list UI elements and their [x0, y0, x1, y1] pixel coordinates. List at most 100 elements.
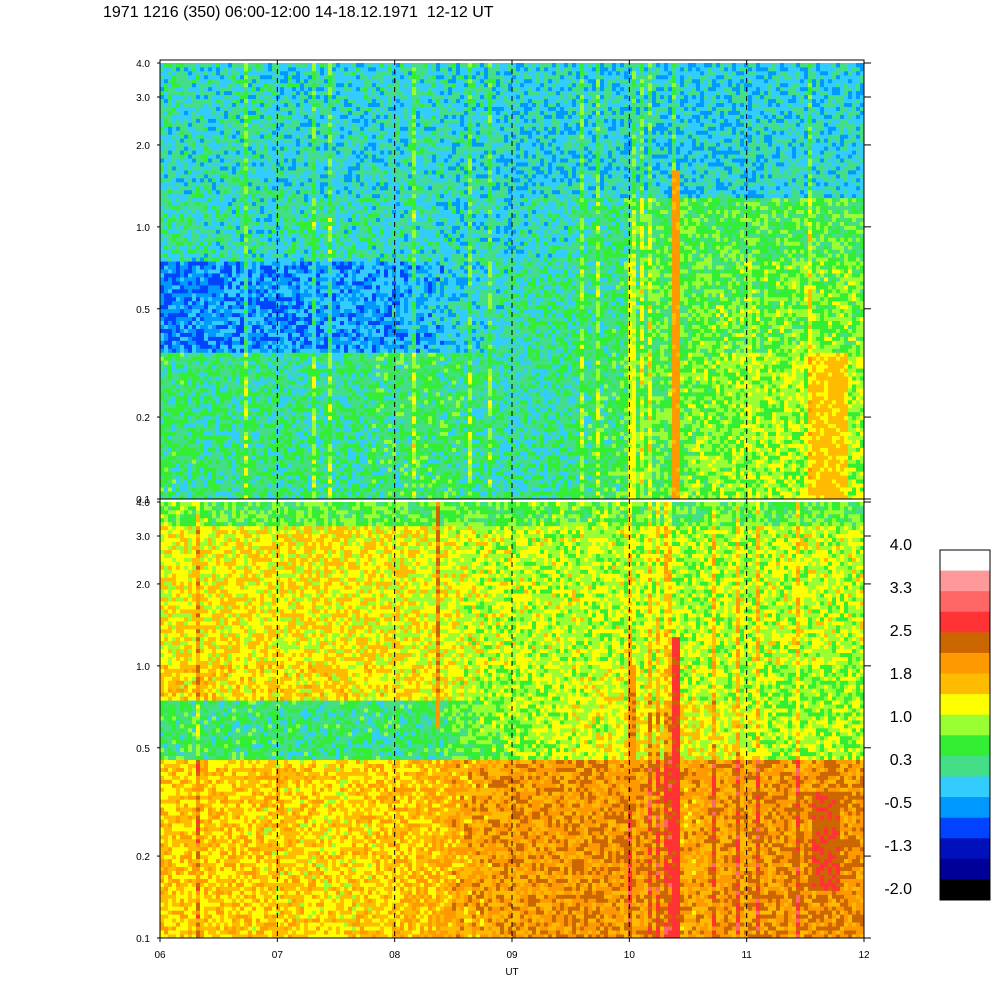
heatmap-cell [172, 210, 176, 214]
heatmap-cell [292, 174, 296, 178]
heatmap-cell [264, 95, 268, 99]
heatmap-cell [220, 162, 224, 166]
heatmap-cell [292, 432, 296, 436]
heatmap-cell [248, 336, 252, 340]
heatmap-cell [288, 118, 292, 122]
heatmap-cell [260, 340, 264, 344]
heatmap-cell [304, 416, 308, 420]
heatmap-cell [212, 245, 216, 249]
heatmap-cell [300, 146, 304, 150]
heatmap-cell [256, 471, 260, 475]
heatmap-cell [196, 380, 200, 384]
heatmap-cell [164, 257, 168, 261]
heatmap-cell [244, 408, 248, 412]
heatmap-cell [196, 475, 200, 479]
heatmap-cell [292, 440, 296, 444]
heatmap-cell [308, 313, 312, 317]
heatmap-cell [172, 313, 176, 317]
heatmap-cell [256, 380, 260, 384]
heatmap-cell [304, 111, 308, 115]
heatmap-cell [160, 99, 164, 103]
heatmap-cell [224, 158, 228, 162]
heatmap-cell [192, 384, 196, 388]
heatmap-cell [172, 162, 176, 166]
heatmap-cell [164, 447, 168, 451]
heatmap-cell [176, 198, 180, 202]
heatmap-cell [272, 99, 276, 103]
heatmap-cell [304, 134, 308, 138]
heatmap-cell [248, 352, 252, 356]
heatmap-cell [192, 126, 196, 130]
heatmap-cell [216, 388, 220, 392]
heatmap-cell [300, 372, 304, 376]
heatmap-cell [256, 317, 260, 321]
heatmap-cell [232, 182, 236, 186]
heatmap-cell [204, 289, 208, 293]
heatmap-cell [284, 111, 288, 115]
heatmap-cell [256, 491, 260, 495]
heatmap-cell [292, 154, 296, 158]
heatmap-cell [280, 400, 284, 404]
heatmap-cell [212, 79, 216, 83]
heatmap-cell [264, 170, 268, 174]
heatmap-cell [296, 329, 300, 333]
heatmap-cell [164, 463, 168, 467]
heatmap-cell [264, 130, 268, 134]
heatmap-cell [184, 170, 188, 174]
heatmap-cell [192, 237, 196, 241]
heatmap-cell [252, 487, 256, 491]
heatmap-cell [216, 301, 220, 305]
heatmap-cell [252, 475, 256, 479]
heatmap-cell [280, 194, 284, 198]
heatmap-cell [204, 329, 208, 333]
heatmap-cell [232, 329, 236, 333]
heatmap-cell [160, 432, 164, 436]
heatmap-cell [216, 424, 220, 428]
heatmap-cell [216, 154, 220, 158]
heatmap-cell [288, 269, 292, 273]
heatmap-cell [204, 317, 208, 321]
heatmap-cell [176, 79, 180, 83]
heatmap-cell [224, 174, 228, 178]
heatmap-cell [232, 380, 236, 384]
heatmap-cell [288, 83, 292, 87]
heatmap-cell [176, 313, 180, 317]
heatmap-cell [188, 71, 192, 75]
heatmap-cell [260, 321, 264, 325]
heatmap-cell [188, 241, 192, 245]
heatmap-cell [288, 87, 292, 91]
heatmap-cell [272, 483, 276, 487]
heatmap-cell [296, 424, 300, 428]
heatmap-cell [248, 321, 252, 325]
heatmap-cell [212, 440, 216, 444]
heatmap-cell [244, 206, 248, 210]
heatmap-cell [292, 115, 296, 119]
heatmap-cell [276, 428, 280, 432]
heatmap-cell [168, 297, 172, 301]
heatmap-cell [264, 245, 268, 249]
heatmap-cell [276, 130, 280, 134]
heatmap-cell [208, 404, 212, 408]
heatmap-cell [204, 416, 208, 420]
heatmap-cell [160, 107, 164, 111]
heatmap-cell [192, 285, 196, 289]
heatmap-cell [304, 162, 308, 166]
heatmap-cell [216, 356, 220, 360]
heatmap-cell [280, 154, 284, 158]
heatmap-cell [308, 289, 312, 293]
heatmap-cell [216, 384, 220, 388]
heatmap-cell [188, 261, 192, 265]
heatmap-cell [276, 333, 280, 337]
heatmap-cell [188, 107, 192, 111]
heatmap-cell [244, 118, 248, 122]
heatmap-cell [292, 150, 296, 154]
heatmap-cell [172, 218, 176, 222]
heatmap-cell [304, 83, 308, 87]
heatmap-cell [268, 253, 272, 257]
heatmap-cell [248, 202, 252, 206]
heatmap-cell [184, 455, 188, 459]
heatmap-cell [160, 198, 164, 202]
heatmap-cell [292, 340, 296, 344]
heatmap-cell [268, 202, 272, 206]
heatmap-cell [200, 257, 204, 261]
